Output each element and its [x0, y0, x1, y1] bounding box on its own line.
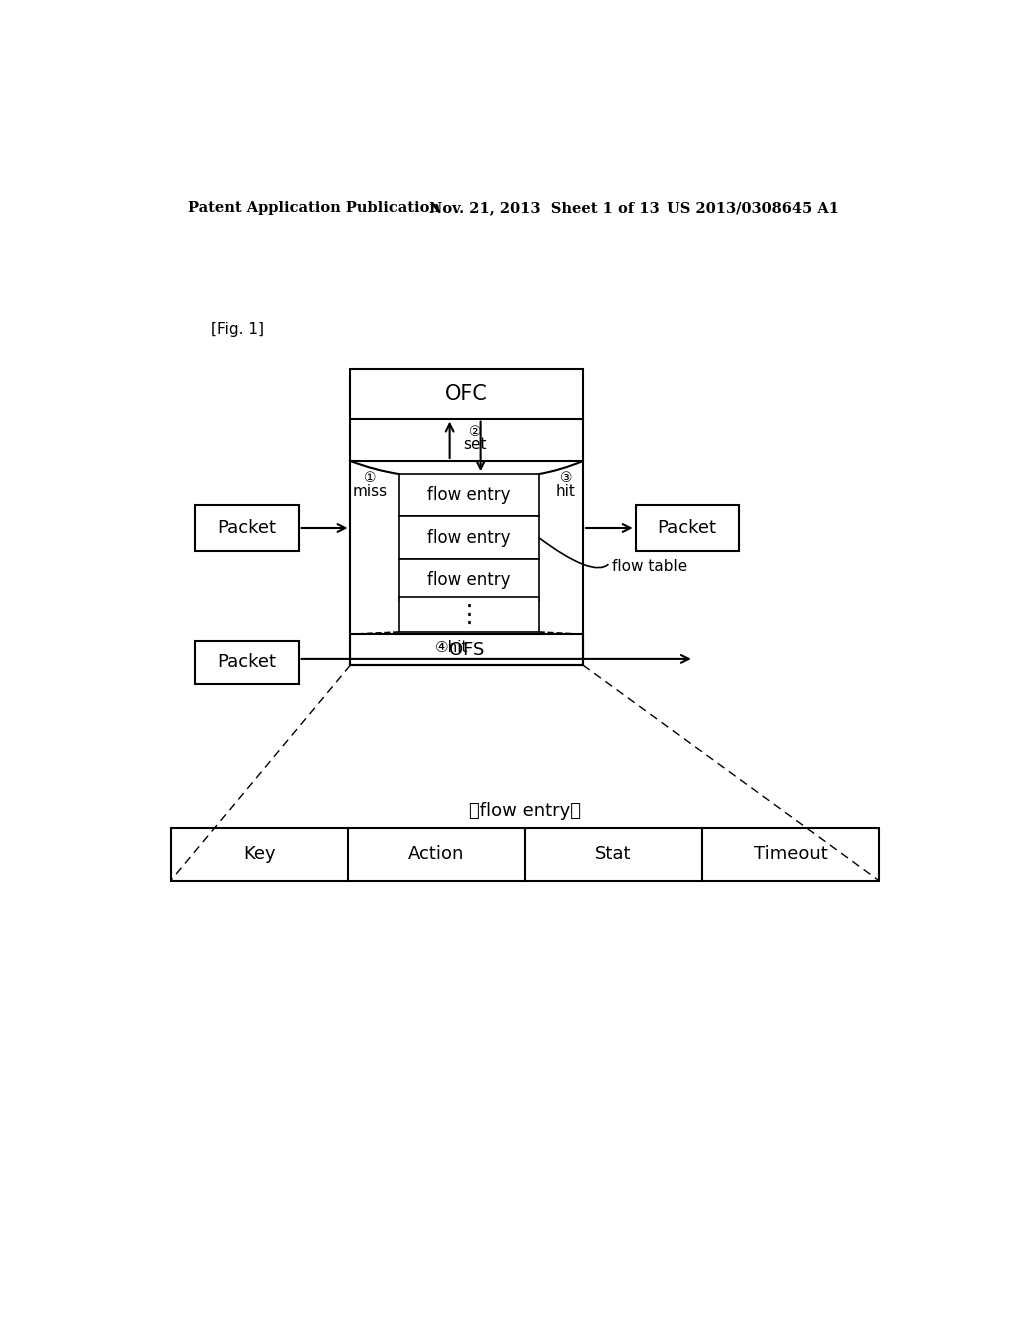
- Text: miss: miss: [353, 483, 388, 499]
- Text: Packet: Packet: [217, 653, 276, 672]
- Text: Packet: Packet: [657, 519, 717, 537]
- Bar: [350, 635, 583, 665]
- Text: OFC: OFC: [445, 384, 488, 404]
- Bar: [636, 506, 738, 552]
- Text: flow entry: flow entry: [427, 486, 511, 504]
- Bar: [350, 368, 583, 418]
- Text: 〈flow entry〉: 〈flow entry〉: [469, 803, 581, 820]
- Text: hit: hit: [556, 483, 575, 499]
- Text: flow entry: flow entry: [427, 572, 511, 589]
- Text: Patent Application Publication: Patent Application Publication: [188, 202, 440, 215]
- Bar: [171, 829, 879, 880]
- Bar: [399, 474, 539, 516]
- Text: Key: Key: [243, 846, 275, 863]
- Bar: [399, 516, 539, 558]
- Text: [Fig. 1]: [Fig. 1]: [211, 322, 264, 337]
- Text: Timeout: Timeout: [754, 846, 827, 863]
- Text: ②: ②: [469, 425, 481, 438]
- Text: set: set: [464, 437, 487, 453]
- Text: Action: Action: [409, 846, 465, 863]
- Bar: [399, 558, 539, 601]
- Text: ⋮: ⋮: [457, 603, 481, 627]
- Text: ①: ①: [365, 471, 377, 484]
- Bar: [196, 642, 299, 684]
- Text: OFS: OFS: [449, 640, 484, 659]
- Text: flow table: flow table: [612, 558, 688, 574]
- Text: US 2013/0308645 A1: US 2013/0308645 A1: [667, 202, 839, 215]
- Bar: [399, 597, 539, 632]
- Bar: [196, 506, 299, 552]
- Text: ④hit: ④hit: [435, 640, 468, 655]
- Text: Nov. 21, 2013  Sheet 1 of 13: Nov. 21, 2013 Sheet 1 of 13: [429, 202, 659, 215]
- Text: Stat: Stat: [595, 846, 632, 863]
- Text: ③: ③: [560, 471, 572, 484]
- Text: Packet: Packet: [217, 519, 276, 537]
- Text: flow entry: flow entry: [427, 528, 511, 546]
